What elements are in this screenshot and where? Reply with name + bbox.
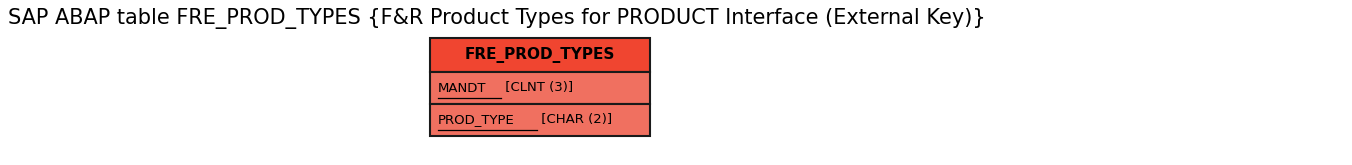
Text: FRE_PROD_TYPES: FRE_PROD_TYPES	[465, 47, 615, 63]
Text: MANDT: MANDT	[438, 82, 487, 95]
Text: [CHAR (2)]: [CHAR (2)]	[537, 114, 612, 127]
Text: PROD_TYPE: PROD_TYPE	[438, 114, 515, 127]
Text: SAP ABAP table FRE_PROD_TYPES {F&R Product Types for PRODUCT Interface (External: SAP ABAP table FRE_PROD_TYPES {F&R Produ…	[8, 8, 986, 29]
Bar	[430, 104, 650, 136]
Bar	[430, 38, 650, 72]
Text: [CLNT (3)]: [CLNT (3)]	[500, 82, 573, 95]
Bar	[430, 72, 650, 104]
